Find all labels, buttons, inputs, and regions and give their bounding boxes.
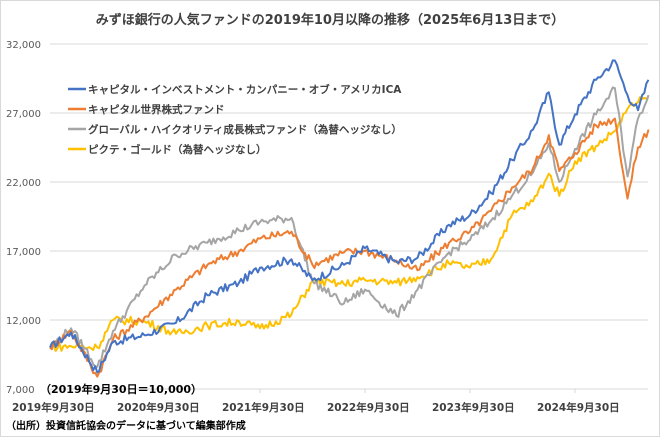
y-tick-label: 22,000 xyxy=(6,178,41,189)
series-line-3 xyxy=(49,96,649,352)
series-line-0 xyxy=(49,59,650,374)
x-tick-label: 2021年9月30日 xyxy=(222,401,305,414)
legend-label: グローバル・ハイクオリティ成長株式ファンド（為替ヘッジなし） xyxy=(88,123,402,136)
x-tick-label: 2019年9月30日 xyxy=(12,401,95,414)
series-line-1 xyxy=(49,117,650,378)
y-tick-label: 7,000 xyxy=(6,385,35,396)
y-axis-ticks: 7,000 12,000 17,000 22,000 27,000 32,000 xyxy=(6,40,41,396)
legend: キャピタル・インベストメント・カンパニー・オブ・アメリカICA キャピタル世界株式… xyxy=(68,83,402,156)
series-line-2 xyxy=(49,86,650,368)
x-tick-label: 2020年9月30日 xyxy=(117,401,200,414)
y-tick-label: 27,000 xyxy=(6,109,41,120)
source-note: （出所）投資信託協会のデータに基づいて編集部作成 xyxy=(6,421,246,432)
x-tick-label: 2022年9月30日 xyxy=(327,401,410,414)
series-lines xyxy=(49,59,650,378)
y-tick-label: 17,000 xyxy=(6,247,41,258)
gridlines xyxy=(50,43,648,390)
legend-label: ピクテ・ゴールド（為替ヘッジなし） xyxy=(88,143,267,156)
x-axis-ticks: 2019年9月30日 2020年9月30日 2021年9月30日 2022年9月30日… xyxy=(12,389,620,414)
base-note: （2019年9月30日＝10,000） xyxy=(40,382,202,396)
y-tick-label: 12,000 xyxy=(6,316,41,327)
chart-title: みずほ銀行の人気ファンドの2019年10月以降の推移（2025年6月13日まで） xyxy=(95,13,565,28)
legend-label: キャピタル世界株式ファンド xyxy=(88,103,225,116)
x-tick-label: 2023年9月30日 xyxy=(432,401,515,414)
x-tick-label: 2024年9月30日 xyxy=(537,401,620,414)
y-tick-label: 32,000 xyxy=(6,40,41,51)
legend-label: キャピタル・インベストメント・カンパニー・オブ・アメリカICA xyxy=(88,83,402,96)
